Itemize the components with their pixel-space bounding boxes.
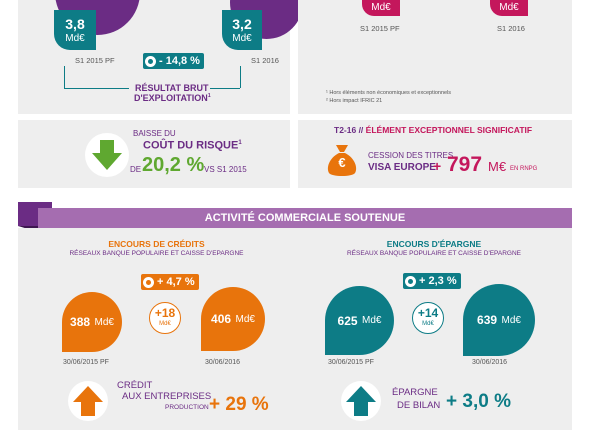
arrow-up-icon bbox=[346, 386, 376, 416]
rbe-right-period: S1 2016 bbox=[251, 56, 279, 65]
rbe-left-value-box bbox=[54, 10, 96, 50]
risk-sup: 1 bbox=[238, 140, 242, 146]
credits-delta: +18 bbox=[154, 306, 176, 320]
savings-change-value: + 2,3 % bbox=[419, 275, 457, 287]
rbe-bracket-left bbox=[64, 66, 65, 88]
savings-bottom-value: + 3,0 % bbox=[446, 391, 511, 412]
savings-left-date: 30/06/2015 PF bbox=[328, 359, 374, 366]
savings-bottom-line1: ÉPARGNE bbox=[392, 387, 438, 398]
savings-left-unit: Md€ bbox=[362, 315, 382, 326]
rbe-label-line1: RÉSULTAT BRUT bbox=[135, 83, 209, 93]
savings-right-value: 639 bbox=[477, 313, 498, 327]
footnote-1: ¹ Hors éléments non économiques et excep… bbox=[326, 90, 452, 96]
credits-delta-circle bbox=[149, 302, 181, 334]
footnote-2: ² Hors impact IFRIC 21 bbox=[326, 98, 383, 104]
exceptional-line1: CESSION DES TITRES bbox=[368, 151, 454, 160]
rbe-bracket-left-h bbox=[64, 88, 129, 89]
savings-delta-unit: Md€ bbox=[422, 321, 434, 327]
rnpg-panel bbox=[298, 0, 572, 114]
rbe-left-period: S1 2015 PF bbox=[75, 56, 115, 65]
rbe-label-line2: D'EXPLOITATION1 bbox=[134, 94, 211, 103]
savings-subtitle: RÉSEAUX BANQUE POPULAIRE ET CAISSE D'EPA… bbox=[346, 250, 522, 257]
credits-left-unit: Md€ bbox=[94, 316, 114, 328]
change-indicator-icon bbox=[143, 276, 154, 288]
risk-line2: COÛT DU RISQUE1 bbox=[143, 140, 242, 152]
rbe-change-badge: - 14,8 % bbox=[143, 53, 204, 69]
pink-left-period: S1 2015 PF bbox=[360, 24, 400, 33]
credits-bottom-line2: AUX ENTREPRISES bbox=[122, 391, 212, 402]
risk-value: 20,2 % bbox=[142, 154, 205, 176]
exceptional-title-text: ÉLÉMENT EXCEPTIONNEL SIGNIFICATIF bbox=[365, 125, 533, 135]
credits-bottom-value: + 29 % bbox=[209, 394, 269, 415]
rbe-left-value: 3,8 bbox=[65, 16, 85, 32]
exceptional-unit: M€ bbox=[488, 159, 507, 174]
risk-prefix: DE bbox=[130, 165, 142, 174]
money-bag-icon bbox=[327, 145, 357, 176]
change-indicator-icon bbox=[405, 275, 416, 287]
risk-suffix: VS S1 2015 bbox=[204, 165, 247, 174]
credits-bottom-line1: CRÉDIT bbox=[117, 380, 153, 391]
pink-left-bubble bbox=[362, 0, 400, 16]
risk-panel bbox=[18, 120, 290, 188]
rbe-label-sup: 1 bbox=[207, 93, 211, 99]
risk-line2-text: COÛT DU RISQUE bbox=[143, 139, 239, 152]
pink-right-bubble bbox=[490, 0, 528, 16]
rbe-right-unit: Md€ bbox=[232, 33, 252, 44]
credits-left-date: 30/06/2015 PF bbox=[63, 359, 109, 366]
rbe-change-value: - 14,8 % bbox=[159, 55, 200, 67]
exceptional-value: 797 bbox=[447, 153, 483, 176]
rbe-right-value: 3,2 bbox=[232, 16, 252, 32]
savings-left-bubble: 625 Md€ bbox=[325, 286, 394, 355]
rbe-bracket-right bbox=[240, 66, 241, 88]
rbe-label-line2-text: D'EXPLOITATION bbox=[134, 93, 208, 103]
rbe-bracket-right-h bbox=[210, 88, 240, 89]
risk-line1: BAISSE DU bbox=[133, 129, 176, 138]
pink-right-unit: Md€ bbox=[499, 2, 519, 13]
credits-right-bubble: 406 Md€ bbox=[201, 287, 265, 351]
rbe-left-unit: Md€ bbox=[65, 33, 85, 44]
credits-right-date: 30/06/2016 bbox=[205, 359, 241, 366]
change-indicator-icon bbox=[145, 55, 156, 67]
savings-bottom-line2: DE BILAN bbox=[397, 400, 441, 411]
exceptional-suffix: EN RNPG bbox=[510, 166, 538, 172]
savings-delta-circle bbox=[412, 302, 444, 334]
credits-delta-unit: Md€ bbox=[159, 321, 171, 327]
section-bar bbox=[38, 208, 572, 228]
arrow-down-icon bbox=[92, 140, 122, 170]
rbe-right-value-box bbox=[222, 10, 262, 50]
credits-change-value: + 4,7 % bbox=[157, 276, 195, 288]
savings-right-unit: Md€ bbox=[501, 314, 521, 326]
credits-subtitle: RÉSEAUX BANQUE POPULAIRE ET CAISSE D'EPA… bbox=[69, 250, 244, 257]
savings-right-date: 30/06/2016 bbox=[472, 359, 508, 366]
credits-left-value: 388 bbox=[70, 315, 91, 329]
pink-right-period: S1 2016 bbox=[497, 24, 525, 33]
pink-left-unit: Md€ bbox=[371, 2, 391, 13]
exceptional-plus: + bbox=[433, 158, 442, 174]
money-bag-symbol: € bbox=[338, 155, 346, 170]
exceptional-line2: VISA EUROPE bbox=[368, 162, 436, 173]
credits-change-badge: + 4,7 % bbox=[141, 274, 199, 290]
credits-title: ENCOURS DE CRÉDITS bbox=[108, 239, 205, 249]
section-title: ACTIVITÉ COMMERCIALE SOUTENUE bbox=[204, 212, 406, 224]
arrow-up-icon bbox=[73, 386, 103, 416]
savings-left-value: 625 bbox=[337, 313, 358, 328]
credits-right-unit: Md€ bbox=[235, 313, 255, 325]
savings-change-badge: + 2,3 % bbox=[403, 273, 461, 289]
savings-delta: +14 bbox=[417, 306, 439, 320]
savings-right-bubble: 639 Md€ bbox=[463, 284, 535, 356]
credits-bottom-line3: PRODUCTION bbox=[165, 404, 209, 411]
savings-title: ENCOURS D'ÉPARGNE bbox=[386, 239, 482, 249]
exceptional-title-prefix: T2-16 // bbox=[334, 125, 364, 135]
credits-left-bubble: 388 Md€ bbox=[62, 292, 122, 352]
exceptional-title: T2-16 // ÉLÉMENT EXCEPTIONNEL SIGNIFICAT… bbox=[334, 126, 532, 135]
credits-right-value: 406 bbox=[211, 312, 232, 326]
